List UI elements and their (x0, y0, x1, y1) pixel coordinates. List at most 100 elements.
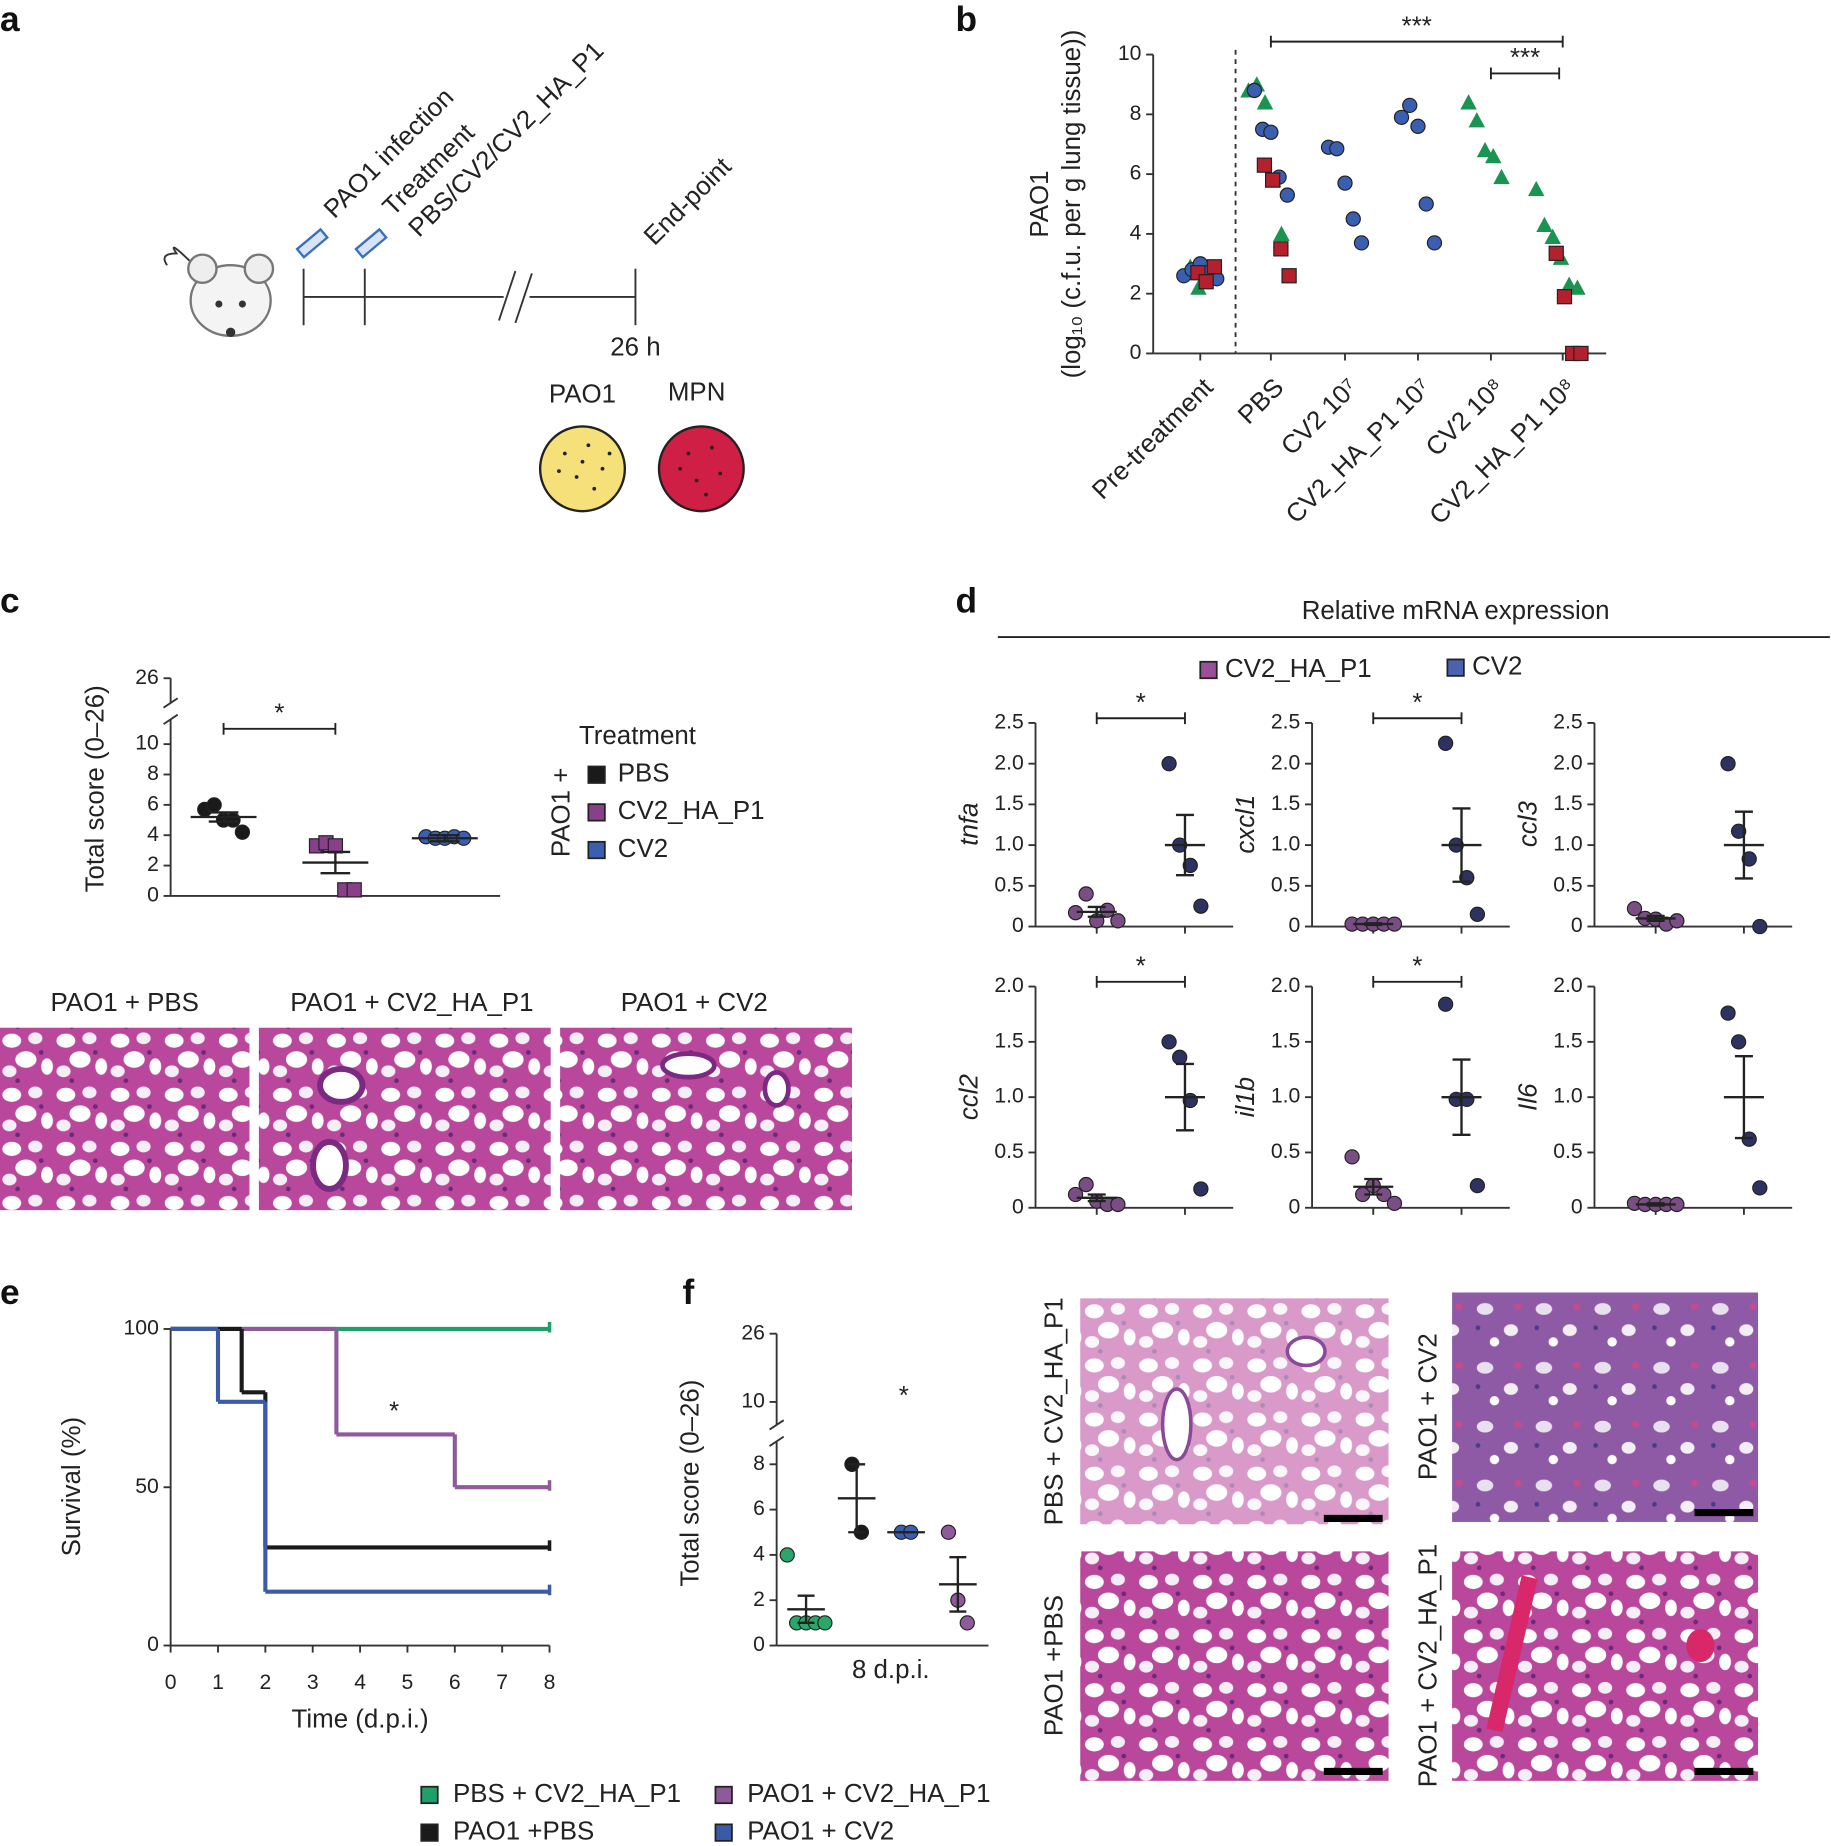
colonies (557, 443, 723, 497)
micrograph (258, 1027, 551, 1211)
error-bar (1646, 914, 1665, 923)
micrograph (1452, 1551, 1759, 1781)
y-tick-label: 26 (135, 666, 159, 689)
y-tick-label: 6 (1130, 162, 1142, 185)
legend-swatch (587, 840, 606, 860)
x-tick-label: PBS (1233, 373, 1289, 429)
y-tick-label: 0.5 (994, 1140, 1023, 1163)
panel-letter: c (0, 581, 20, 620)
point (1161, 756, 1177, 772)
point (1527, 180, 1545, 197)
panel-a-diagram: PAO1 infection Treatment PBS/CV2/CV2_HA_… (163, 37, 745, 513)
point (1279, 187, 1295, 203)
plate-mpn (657, 425, 745, 513)
y-tick-label: 0 (753, 1633, 765, 1656)
vessel (1686, 1629, 1715, 1662)
y-tick-label: 100 (124, 1317, 159, 1340)
point (1485, 147, 1502, 164)
y-tick-label: 10 (135, 732, 159, 755)
axis-break (769, 1419, 785, 1431)
y-tick-label: 4 (753, 1543, 765, 1566)
y-axis-label: Total score (0–26) (677, 1380, 705, 1587)
vessel (1285, 1335, 1327, 1368)
significance-label: * (1136, 689, 1146, 717)
y-tick-label: 2.0 (1553, 751, 1582, 774)
point (1256, 157, 1273, 173)
significance-label: * (1412, 953, 1422, 981)
vessel (762, 1070, 791, 1108)
error-bar (1452, 1058, 1471, 1136)
y-tick-label: 1.5 (994, 1029, 1023, 1052)
y-tick-label: 8 (147, 762, 159, 785)
error-bar (1175, 1062, 1194, 1132)
error-bar (1452, 807, 1471, 883)
point (940, 1524, 957, 1540)
y-tick-label: 6 (147, 792, 159, 815)
micrograph-label: PAO1 + CV2_HA_P1 (1415, 1544, 1443, 1787)
error-bar (1087, 905, 1106, 918)
x-axis-label: Time (d.p.i.) (292, 1706, 429, 1734)
x-tick-label: 7 (496, 1671, 508, 1694)
error-bar (1364, 1177, 1383, 1196)
x-tick-label: 0 (165, 1671, 177, 1694)
legend-swatch (1199, 660, 1218, 680)
significance-label: *** (1510, 44, 1540, 72)
y-tick-label: 2.5 (1271, 711, 1300, 734)
error-bar (1087, 1193, 1106, 1203)
y-tick-label: 1.5 (1553, 792, 1582, 815)
legend-swatch (587, 803, 606, 822)
point (1556, 289, 1573, 305)
vessel (1486, 1575, 1538, 1733)
point (1345, 211, 1361, 227)
timeline-break (514, 273, 533, 324)
y-axis-label: PAO1 (1026, 170, 1054, 237)
y-tick-label: 26 (741, 1321, 765, 1344)
y-tick-label: 1.5 (1553, 1029, 1582, 1052)
legend-label: CV2 (1472, 652, 1522, 680)
y-tick-label: 0.5 (1553, 1140, 1582, 1163)
plate-label: MPN (668, 378, 726, 406)
y-axis-label: ccl3 (1515, 801, 1543, 848)
point (1182, 857, 1198, 874)
y-tick-label: 0 (1571, 1195, 1583, 1218)
x-axis-label: 8 d.p.i. (852, 1656, 930, 1684)
y-tick-label: 10 (741, 1390, 765, 1413)
y-tick-label: 0 (147, 1633, 159, 1656)
point (1263, 124, 1279, 140)
point (1437, 996, 1454, 1012)
y-axis-label: il1b (1232, 1077, 1260, 1117)
panel-letter: a (0, 0, 20, 39)
y-axis-label: Il6 (1515, 1083, 1543, 1111)
point (1741, 851, 1757, 867)
axis-break (163, 697, 179, 709)
point (1669, 913, 1685, 929)
micrograph-label: PAO1 + CV2 (1415, 1333, 1443, 1480)
panel-letter: b (956, 0, 978, 39)
mouse-ear (243, 253, 275, 285)
micrograph-label: PAO1 + CV2_HA_P1 (290, 989, 533, 1017)
y-tick-label: 0 (1012, 1195, 1024, 1218)
point (206, 797, 222, 813)
legend-label: CV2_HA_P1 (1225, 655, 1372, 683)
y-tick-label: 0.5 (1271, 1140, 1300, 1163)
y-tick-label: 8 (753, 1452, 765, 1475)
y-tick-label: 2.0 (994, 751, 1023, 774)
significance-label: * (1412, 689, 1422, 717)
y-tick-label: 10 (1118, 42, 1142, 65)
x-tick-label: 6 (449, 1671, 461, 1694)
point (1329, 141, 1345, 157)
point (1426, 235, 1443, 251)
mouse-eye (238, 300, 246, 308)
y-tick-label: 1.0 (994, 1085, 1023, 1108)
vessel (310, 1138, 349, 1192)
syringe (295, 227, 329, 259)
error-bar (1646, 1202, 1665, 1207)
y-axis-label: Survival (%) (58, 1417, 86, 1556)
y-axis-label: ccl2 (956, 1074, 984, 1121)
x-tick-label: 4 (354, 1671, 366, 1694)
step-label: PBS/CV2/CV2_HA_P1 (403, 37, 609, 243)
point (1468, 112, 1486, 128)
point (1110, 913, 1126, 929)
error-bar (1364, 922, 1383, 927)
